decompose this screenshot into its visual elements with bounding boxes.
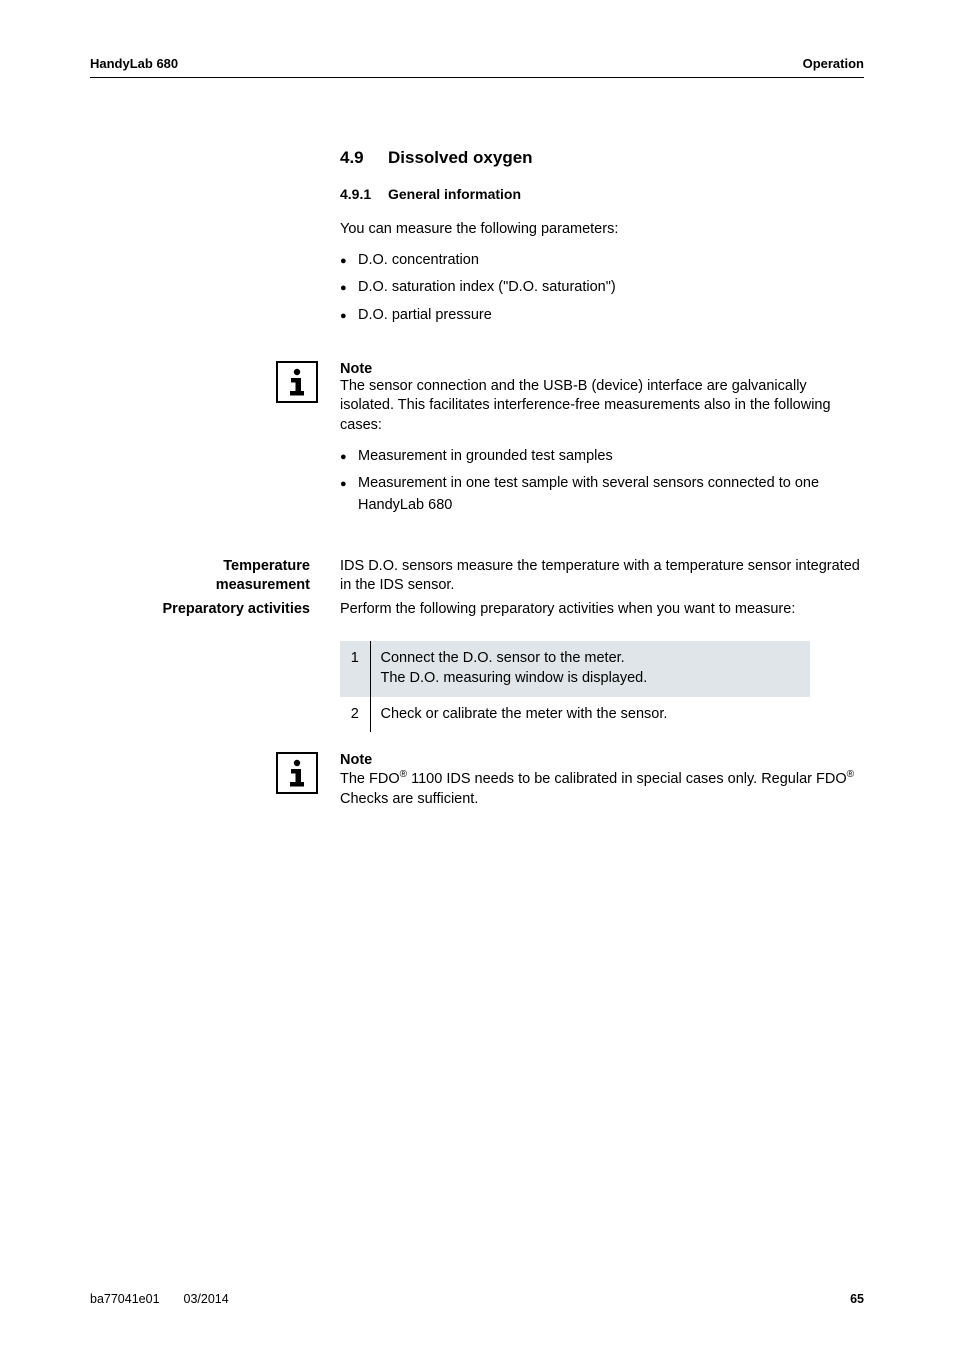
subsection-number: 4.9.1 bbox=[340, 186, 388, 202]
temperature-text: IDS D.O. sensors measure the temperature… bbox=[340, 557, 864, 596]
note-icon-column bbox=[90, 752, 340, 809]
page-header: HandyLab 680 Operation bbox=[90, 56, 864, 75]
note-label: Note bbox=[340, 361, 864, 377]
section-title: Dissolved oxygen bbox=[388, 148, 533, 168]
info-icon bbox=[276, 361, 318, 403]
footer-doc-code: ba77041e01 bbox=[90, 1292, 160, 1306]
steps-table: 1 Connect the D.O. sensor to the meter. … bbox=[340, 641, 810, 732]
note2-mid: 1100 IDS needs to be calibrated in speci… bbox=[407, 771, 847, 787]
step-number: 1 bbox=[340, 641, 370, 696]
registered-mark: ® bbox=[400, 769, 407, 780]
temp-label-line1: Temperature bbox=[223, 558, 310, 574]
section-heading: 4.9 Dissolved oxygen bbox=[340, 148, 864, 168]
footer-page-number: 65 bbox=[850, 1292, 864, 1306]
step-line1: Connect the D.O. sensor to the meter. bbox=[381, 650, 625, 666]
preparatory-block: Preparatory activities Perform the follo… bbox=[90, 600, 864, 620]
section-number: 4.9 bbox=[340, 148, 388, 168]
list-item: D.O. partial pressure bbox=[340, 305, 864, 327]
step-text: Check or calibrate the meter with the se… bbox=[370, 697, 810, 733]
registered-mark: ® bbox=[847, 769, 854, 780]
table-row: 2 Check or calibrate the meter with the … bbox=[340, 697, 810, 733]
page-root: HandyLab 680 Operation 4.9 Dissolved oxy… bbox=[0, 0, 954, 1350]
note-block-2: Note The FDO® 1100 IDS needs to be calib… bbox=[90, 752, 864, 809]
intro-paragraph: You can measure the following parameters… bbox=[340, 220, 864, 240]
subsection-heading: 4.9.1 General information bbox=[340, 186, 864, 202]
parameter-list: D.O. concentration D.O. saturation index… bbox=[340, 250, 864, 327]
footer-left: ba77041e01 03/2014 bbox=[90, 1292, 229, 1306]
list-item: Measurement in grounded test samples bbox=[340, 446, 864, 468]
footer-date: 03/2014 bbox=[184, 1292, 229, 1306]
note-bullet-list: Measurement in grounded test samples Mea… bbox=[340, 446, 864, 517]
subsection-title: General information bbox=[388, 186, 521, 202]
content-area: 4.9 Dissolved oxygen 4.9.1 General infor… bbox=[90, 148, 864, 809]
note-body: The FDO® 1100 IDS needs to be calibrated… bbox=[340, 768, 864, 809]
note-block-1: Note The sensor connection and the USB-B… bbox=[90, 361, 864, 517]
step-line2: The D.O. measuring window is displayed. bbox=[381, 670, 648, 686]
temp-label-line2: measurement bbox=[216, 577, 310, 593]
step-text: Connect the D.O. sensor to the meter. Th… bbox=[370, 641, 810, 696]
temperature-label: Temperature measurement bbox=[90, 557, 340, 596]
list-item: D.O. concentration bbox=[340, 250, 864, 272]
page-footer: ba77041e01 03/2014 65 bbox=[90, 1292, 864, 1306]
header-left: HandyLab 680 bbox=[90, 56, 178, 71]
info-icon bbox=[276, 752, 318, 794]
note-text-column: Note The FDO® 1100 IDS needs to be calib… bbox=[340, 752, 864, 809]
note2-post: Checks are sufficient. bbox=[340, 791, 478, 807]
list-item: Measurement in one test sample with seve… bbox=[340, 473, 864, 517]
preparatory-label: Preparatory activities bbox=[90, 600, 340, 620]
note2-pre: The FDO bbox=[340, 771, 400, 787]
note-icon-column bbox=[90, 361, 340, 517]
note-body: The sensor connection and the USB-B (dev… bbox=[340, 377, 864, 436]
preparatory-text: Perform the following preparatory activi… bbox=[340, 600, 864, 620]
note-text-column: Note The sensor connection and the USB-B… bbox=[340, 361, 864, 517]
list-item: D.O. saturation index ("D.O. saturation"… bbox=[340, 277, 864, 299]
note-label: Note bbox=[340, 752, 864, 768]
temperature-block: Temperature measurement IDS D.O. sensors… bbox=[90, 557, 864, 596]
step-number: 2 bbox=[340, 697, 370, 733]
header-rule bbox=[90, 77, 864, 78]
header-right: Operation bbox=[803, 56, 864, 71]
table-row: 1 Connect the D.O. sensor to the meter. … bbox=[340, 641, 810, 696]
